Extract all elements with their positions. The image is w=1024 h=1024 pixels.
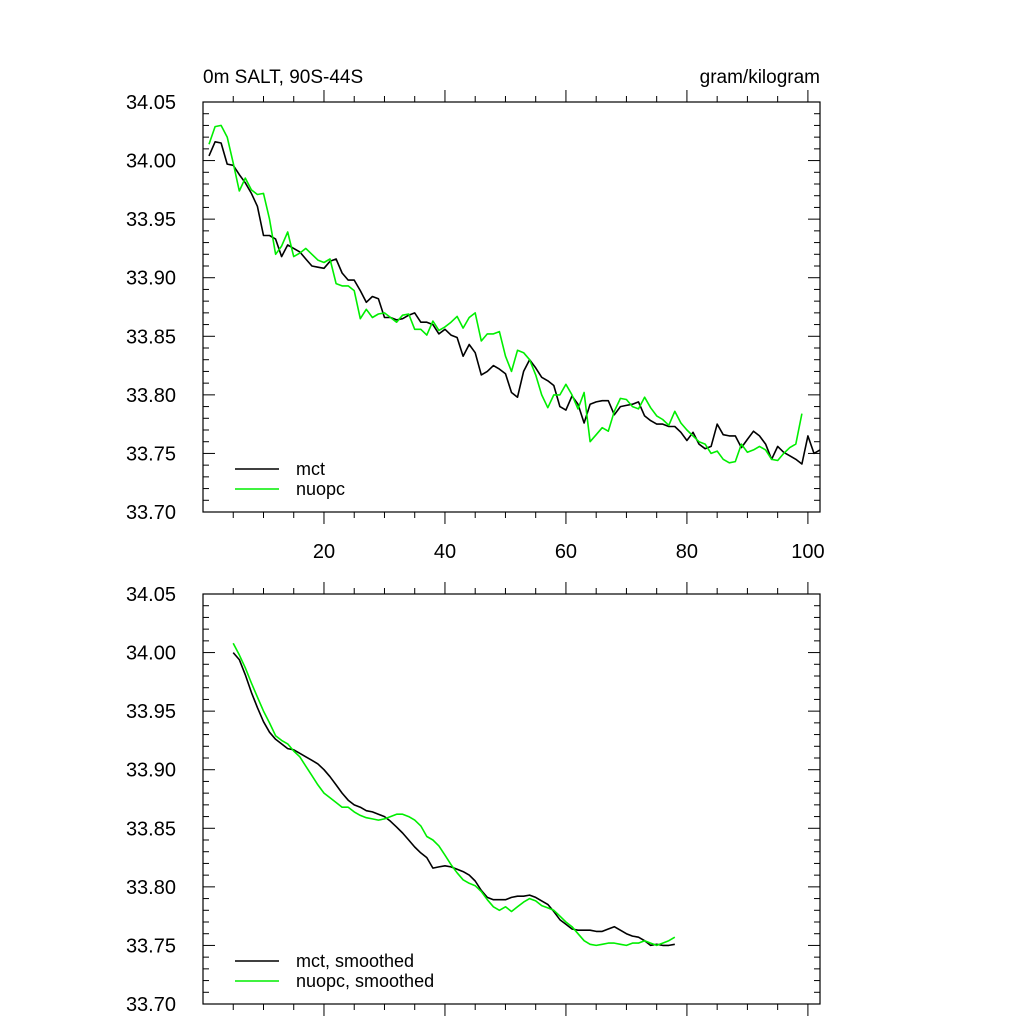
plot-frame [202,593,821,1005]
legend-label: mct [296,459,325,479]
legend-label: nuopc [296,479,345,499]
legend-label: mct, smoothed [296,951,414,971]
series-line-nuopc-smoothed [232,642,676,947]
y-tick-label: 34.05 [126,584,176,606]
series-line-mct-smoothed [232,652,675,947]
series-lines [232,642,676,947]
series-lines [208,124,821,465]
y-tick-label: 33.85 [126,326,176,348]
y-tick-label: 33.90 [126,268,176,290]
chart-units: gram/kilogram [700,67,820,88]
y-tick-label: 33.75 [126,443,176,465]
y-tick-label: 33.90 [126,760,176,782]
x-tick-label: 60 [555,541,577,563]
y-tick-label: 34.00 [126,643,176,665]
x-tick-label: 40 [434,541,456,563]
plot-frame [202,101,821,513]
y-tick-label: 34.00 [126,151,176,173]
x-tick-labels: 20 40 60 80 100 [313,541,825,563]
series-line-nuopc [208,124,803,464]
y-tick-label: 33.70 [126,502,176,524]
y-tick-label: 33.85 [126,818,176,840]
axis-ticks [203,582,820,1016]
y-tick-label: 33.80 [126,385,176,407]
y-tick-labels: 33.70 33.75 33.80 33.85 33.90 33.95 34.00 34.05 [126,584,176,1016]
y-tick-label: 34.05 [126,92,176,114]
x-tick-label: 100 [791,541,824,563]
chart-title: 0m SALT, 90S-44S [203,67,363,88]
y-tick-label: 33.80 [126,877,176,899]
x-tick-label: 80 [676,541,698,563]
y-tick-labels: 33.70 33.75 33.80 33.85 33.90 33.95 34.00 34.05 [126,92,176,524]
y-tick-label: 33.75 [126,935,176,957]
legend-label: nuopc, smoothed [296,971,434,991]
y-tick-label: 33.95 [126,701,176,723]
panel-bottom: 33.70 33.75 33.80 33.85 33.90 33.95 34.00 34.05… [126,582,821,1016]
y-tick-label: 33.95 [126,209,176,231]
axis-ticks [203,90,820,524]
panel-top: 0m SALT, 90S-44S gram/kilogram 33.7033.7… [126,67,825,563]
x-tick-label: 20 [313,541,335,563]
series-line-mct [208,141,821,465]
y-tick-label: 33.70 [126,994,176,1016]
